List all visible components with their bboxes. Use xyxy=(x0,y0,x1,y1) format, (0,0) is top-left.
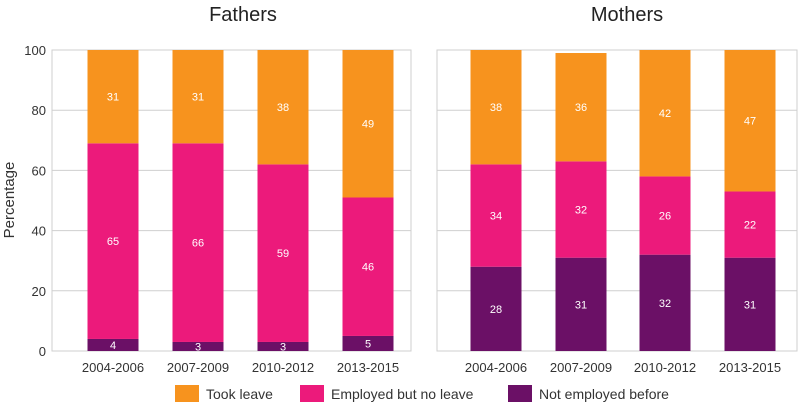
bar-mothers-2013-2015-not-employed-before xyxy=(724,257,776,351)
bar-value-label: 32 xyxy=(575,205,587,217)
bar-value-label: 47 xyxy=(744,116,756,128)
bar-fathers-2010-2012-not-employed-before xyxy=(257,341,309,351)
y-axis-label: Percentage xyxy=(1,162,18,239)
bar-value-label: 32 xyxy=(659,298,671,310)
bar-value-label: 38 xyxy=(490,102,502,114)
bar-fathers-2013-2015-employed-but-no-leave xyxy=(342,197,394,336)
legend-swatch-took-leave xyxy=(175,385,199,402)
bar-value-label: 49 xyxy=(362,119,374,131)
bar-fathers-2004-2006-took-leave xyxy=(87,50,139,144)
bar-value-label: 22 xyxy=(744,220,756,232)
bar-value-label: 34 xyxy=(490,211,502,223)
bar-mothers-2013-2015-employed-but-no-leave xyxy=(724,191,776,258)
legend-label-not-employed-before: Not employed before xyxy=(539,386,669,402)
x-tick-label: 2007-2009 xyxy=(167,360,229,375)
x-tick-label: 2004-2006 xyxy=(82,360,144,375)
panel-title-mothers: Mothers xyxy=(591,4,663,26)
bar-fathers-2010-2012-employed-but-no-leave xyxy=(257,164,309,342)
legend-label-took-leave: Took leave xyxy=(206,386,273,402)
bar-mothers-2013-2015-took-leave xyxy=(724,50,776,192)
bar-value-label: 3 xyxy=(195,341,201,353)
y-tick-label: 60 xyxy=(32,163,46,178)
x-tick-label: 2010-2012 xyxy=(634,360,696,375)
bar-value-label: 36 xyxy=(575,102,587,114)
bar-value-label: 42 xyxy=(659,108,671,120)
x-tick-label: 2007-2009 xyxy=(550,360,612,375)
y-tick-label: 0 xyxy=(39,344,46,359)
bar-value-label: 65 xyxy=(107,236,119,248)
y-tick-label: 80 xyxy=(32,103,46,118)
bar-value-label: 3 xyxy=(280,341,286,353)
bar-mothers-2007-2009-not-employed-before xyxy=(555,257,607,351)
bar-value-label: 59 xyxy=(277,248,289,260)
bar-mothers-2010-2012-employed-but-no-leave xyxy=(639,176,691,255)
bar-fathers-2004-2006-not-employed-before xyxy=(87,338,139,351)
bar-value-label: 66 xyxy=(192,238,204,250)
bar-fathers-2013-2015-took-leave xyxy=(342,50,394,198)
bar-mothers-2004-2006-took-leave xyxy=(470,50,522,165)
bar-mothers-2007-2009-took-leave xyxy=(555,53,607,162)
x-tick-label: 2004-2006 xyxy=(465,360,527,375)
bar-mothers-2010-2012-not-employed-before xyxy=(639,254,691,351)
legend-swatch-not-employed-before xyxy=(508,385,532,402)
bar-value-label: 46 xyxy=(362,262,374,274)
bar-fathers-2007-2009-took-leave xyxy=(172,50,224,144)
x-tick-label: 2010-2012 xyxy=(252,360,314,375)
bar-value-label: 4 xyxy=(110,340,116,352)
bar-mothers-2004-2006-not-employed-before xyxy=(470,266,522,351)
bar-fathers-2007-2009-not-employed-before xyxy=(172,341,224,351)
panel-fathers: Fathers 465312004-2006366312007-20093593… xyxy=(51,4,412,375)
bar-fathers-2010-2012-took-leave xyxy=(257,50,309,165)
bar-fathers-2004-2006-employed-but-no-leave xyxy=(87,143,139,339)
y-tick-label: 20 xyxy=(32,284,46,299)
panel-mothers: Mothers 28 34 38 2004-2006 31 32 36 2007-2009 32… xyxy=(436,4,798,375)
bar-fathers-2007-2009-employed-but-no-leave xyxy=(172,143,224,342)
legend-label-employed-but-no-leave: Employed but no leave xyxy=(331,386,474,402)
bar-fathers-2013-2015-not-employed-before xyxy=(342,335,394,351)
bar-mothers-2007-2009-employed-but-no-leave xyxy=(555,161,607,258)
bar-mothers-2004-2006-employed-but-no-leave xyxy=(470,164,522,267)
bar-mothers-2010-2012-took-leave xyxy=(639,50,691,177)
bar-value-label: 31 xyxy=(107,92,119,104)
y-tick-label: 40 xyxy=(32,224,46,239)
bar-value-label: 31 xyxy=(192,92,204,104)
bar-value-label: 31 xyxy=(575,299,587,311)
bar-value-label: 28 xyxy=(490,304,502,316)
legend: Took leave Employed but no leave Not emplo… xyxy=(175,385,669,402)
legend-swatch-employed-but-no-leave xyxy=(300,385,324,402)
bar-value-label: 31 xyxy=(744,299,756,311)
x-tick-label: 2013-2015 xyxy=(719,360,781,375)
bar-value-label: 26 xyxy=(659,211,671,223)
panel-title-fathers: Fathers xyxy=(209,4,277,26)
bar-value-label: 38 xyxy=(277,102,289,114)
y-tick-label: 100 xyxy=(24,43,46,58)
x-tick-label: 2013-2015 xyxy=(337,360,399,375)
bar-value-label: 5 xyxy=(365,338,371,350)
